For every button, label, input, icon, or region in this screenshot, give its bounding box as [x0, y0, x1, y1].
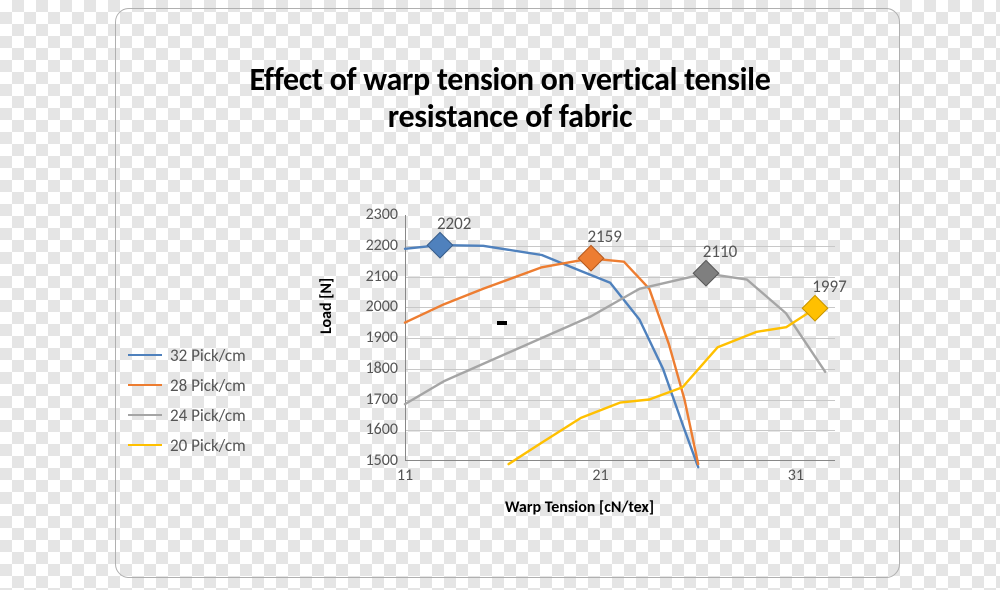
y-tick-label: 1700 [348, 390, 398, 409]
series-line [405, 258, 698, 464]
x-tick-label: 21 [585, 466, 615, 485]
y-tick-label: 1600 [348, 420, 398, 439]
y-tick-label: 1800 [348, 359, 398, 378]
x-tick-label: 31 [781, 466, 811, 485]
peak-data-label: 1997 [812, 276, 846, 297]
x-tick-label: 11 [390, 466, 420, 485]
x-axis-label: Warp Tension [cN/tex] [505, 498, 654, 517]
y-tick-label: 2200 [348, 236, 398, 255]
legend-label: 28 Pick/cm [170, 375, 246, 396]
peak-data-label: 2202 [437, 213, 471, 234]
plot-area [405, 215, 835, 461]
legend-swatch [128, 444, 162, 446]
legend-swatch [128, 384, 162, 386]
series-line [405, 245, 698, 467]
y-tick-label: 2300 [348, 205, 398, 224]
legend-label: 24 Pick/cm [170, 405, 246, 426]
peak-data-label: 2159 [587, 226, 621, 247]
series-line [405, 273, 825, 404]
y-tick-label: 2000 [348, 297, 398, 316]
legend-item: 32 Pick/cm [128, 340, 308, 370]
legend-item: 24 Pick/cm [128, 400, 308, 430]
legend-swatch [128, 414, 162, 416]
line-series-svg [405, 215, 835, 461]
peak-data-label: 2110 [703, 241, 737, 262]
legend: 32 Pick/cm 28 Pick/cm 24 Pick/cm 20 Pick… [128, 340, 308, 460]
legend-item: 28 Pick/cm [128, 370, 308, 400]
legend-item: 20 Pick/cm [128, 430, 308, 460]
stray-mark [497, 321, 507, 325]
legend-swatch [128, 354, 162, 356]
chart-title: Effect of warp tension on vertical tensi… [230, 62, 790, 136]
y-tick-label: 1900 [348, 328, 398, 347]
legend-label: 32 Pick/cm [170, 345, 246, 366]
legend-label: 20 Pick/cm [170, 435, 246, 456]
y-axis-label: Load [N] [317, 278, 336, 334]
y-tick-label: 2100 [348, 267, 398, 286]
